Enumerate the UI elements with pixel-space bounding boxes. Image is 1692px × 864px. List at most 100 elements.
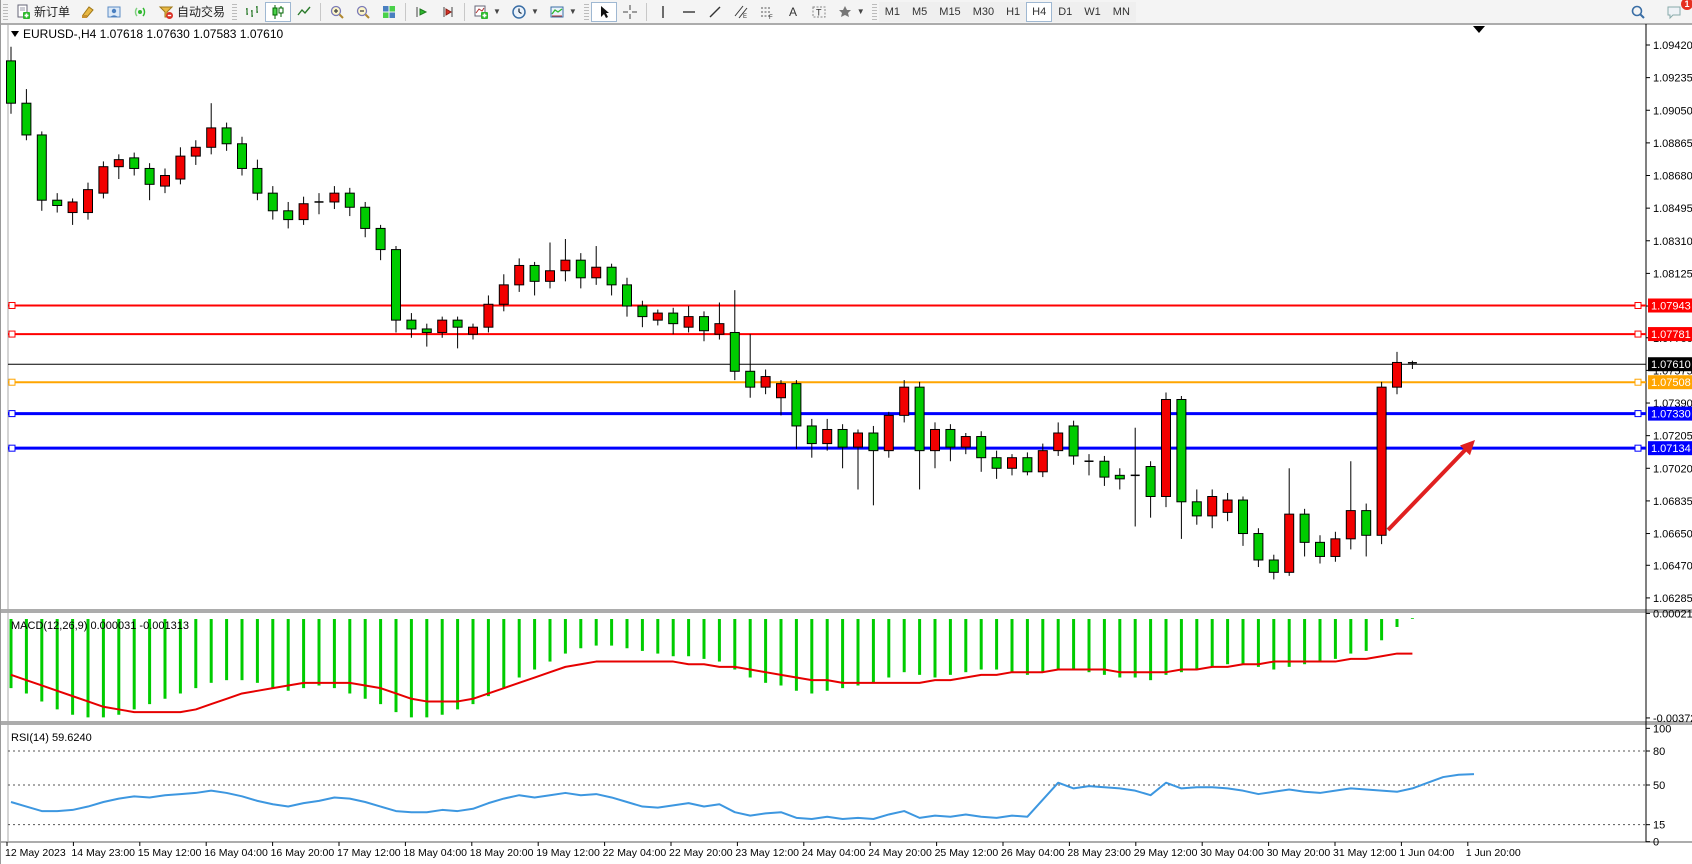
- candle: [745, 334, 756, 398]
- profiles-button[interactable]: [101, 2, 127, 22]
- symbol-dropdown-triangle-icon[interactable]: [11, 31, 19, 37]
- candle: [1361, 503, 1372, 557]
- zoom-out-icon: [355, 4, 371, 20]
- candle: [83, 182, 93, 220]
- candle: [729, 290, 740, 381]
- timeframe-m30[interactable]: M30: [966, 1, 1001, 22]
- time-axis-label: 18 May 20:00: [470, 847, 534, 859]
- cursor-button[interactable]: [590, 1, 617, 22]
- level-drag-handle[interactable]: [8, 444, 16, 452]
- chat-bubble-icon: [1666, 4, 1682, 20]
- zoom-in-button[interactable]: [324, 2, 350, 22]
- level-drag-handle[interactable]: [1634, 378, 1642, 386]
- dropdown-caret: ▼: [568, 7, 577, 16]
- timeframe-w1[interactable]: W1: [1078, 1, 1107, 22]
- toolbar-grip[interactable]: [3, 3, 8, 20]
- candle: [1222, 492, 1233, 522]
- styler-button[interactable]: [75, 2, 101, 22]
- rsi-line: [10, 773, 1475, 820]
- time-axis-label: 30 May 04:00: [1200, 847, 1264, 859]
- new-order-label: 新订单: [34, 5, 71, 19]
- time-axis-label: 1 Jun 04:00: [1399, 847, 1454, 859]
- candle: [822, 418, 833, 451]
- candle: [360, 201, 371, 238]
- svg-text:1.07330: 1.07330: [1651, 409, 1691, 421]
- candlestick-chart-button[interactable]: [265, 1, 292, 22]
- auto-scroll-button[interactable]: [409, 2, 435, 22]
- svg-text:A: A: [789, 5, 797, 19]
- timeframe-h4[interactable]: H4: [1026, 1, 1053, 22]
- level-drag-handle[interactable]: [8, 378, 16, 386]
- signals-button[interactable]: [127, 2, 153, 22]
- horizontal-line-button[interactable]: [676, 2, 702, 22]
- time-axis-label: 24 May 20:00: [868, 847, 932, 859]
- periods-button[interactable]: ▼: [506, 2, 544, 22]
- macd-signal-line: [10, 652, 1413, 714]
- scroll-marker-triangle-icon[interactable]: [1473, 26, 1485, 33]
- auto-trading-icon: [158, 4, 174, 20]
- fibonacci-button[interactable]: F: [754, 2, 780, 22]
- svg-text:F: F: [769, 15, 773, 20]
- candle: [1176, 395, 1187, 539]
- bar-chart-button[interactable]: [239, 2, 265, 22]
- search-button[interactable]: [1625, 2, 1651, 22]
- time-axis-label: 15 May 12:00: [138, 847, 202, 859]
- toolbar-grip[interactable]: [871, 3, 877, 20]
- time-axis-label: 18 May 04:00: [403, 847, 467, 859]
- tile-windows-icon: [381, 4, 397, 20]
- styler-brush-icon: [80, 4, 96, 20]
- candle: [560, 239, 571, 282]
- candle: [868, 425, 879, 506]
- arrows-button[interactable]: ▼: [832, 2, 870, 22]
- level-drag-handle[interactable]: [1634, 330, 1642, 338]
- timeframe-m5[interactable]: M5: [906, 1, 934, 22]
- level-drag-handle[interactable]: [1634, 444, 1642, 452]
- indicators-button[interactable]: ▼: [468, 2, 506, 22]
- text-label-button[interactable]: T: [806, 2, 832, 22]
- trend-arrow[interactable]: [1386, 440, 1475, 532]
- auto-trading-button[interactable]: 自动交易: [153, 2, 230, 22]
- text-button[interactable]: A: [780, 2, 806, 22]
- equidistant-channel-button[interactable]: E: [728, 2, 754, 22]
- trendline-button[interactable]: [702, 2, 728, 22]
- level-drag-handle[interactable]: [1634, 410, 1642, 418]
- new-order-button[interactable]: 新订单: [10, 2, 75, 22]
- time-axis-label: 25 May 12:00: [935, 847, 999, 859]
- chat-button[interactable]: [1661, 2, 1687, 22]
- crosshair-button[interactable]: [617, 2, 643, 22]
- toolbar-grip[interactable]: [583, 3, 589, 20]
- time-axis-label: 28 May 23:00: [1067, 847, 1131, 859]
- trade-group: 新订单 自动交易: [10, 0, 230, 23]
- chart-shift-button[interactable]: [435, 2, 461, 22]
- level-drag-handle[interactable]: [8, 301, 16, 309]
- toolbar-grip[interactable]: [232, 3, 238, 20]
- timeframe-h1[interactable]: H1: [1000, 1, 1027, 22]
- candle: [1099, 455, 1110, 486]
- candle: [1145, 461, 1156, 518]
- text-label-icon: T: [811, 4, 827, 20]
- level-drag-handle[interactable]: [8, 330, 16, 338]
- candle: [1207, 489, 1218, 529]
- timeframe-m15[interactable]: M15: [933, 1, 967, 22]
- tile-windows-button[interactable]: [376, 2, 402, 22]
- timeframe-d1[interactable]: D1: [1052, 1, 1079, 22]
- level-drag-handle[interactable]: [1634, 301, 1642, 309]
- svg-text:E: E: [743, 14, 747, 20]
- new-order-icon: [15, 4, 31, 20]
- candle: [1238, 496, 1248, 546]
- timeframe-mn[interactable]: MN: [1106, 1, 1136, 22]
- chart-canvas[interactable]: 1.09420 1.09235 1.09050 1.08865 1.08680 1.084…: [1, 23, 1692, 864]
- vertical-line-button[interactable]: [650, 2, 676, 22]
- zoom-out-button[interactable]: [350, 2, 376, 22]
- timeframe-m1[interactable]: M1: [878, 1, 906, 22]
- templates-button[interactable]: ▼: [544, 2, 582, 22]
- zoom-in-icon: [329, 4, 345, 20]
- candle: [514, 258, 525, 292]
- level-price-badge: 1.07330: [1648, 406, 1692, 421]
- price-axis-tick-label: 1.08495: [1653, 203, 1692, 215]
- level-drag-handle[interactable]: [8, 410, 16, 418]
- candle: [776, 380, 786, 416]
- crosshair-icon: [622, 4, 638, 20]
- fibonacci-icon: F: [759, 4, 775, 20]
- line-chart-button[interactable]: [291, 2, 317, 22]
